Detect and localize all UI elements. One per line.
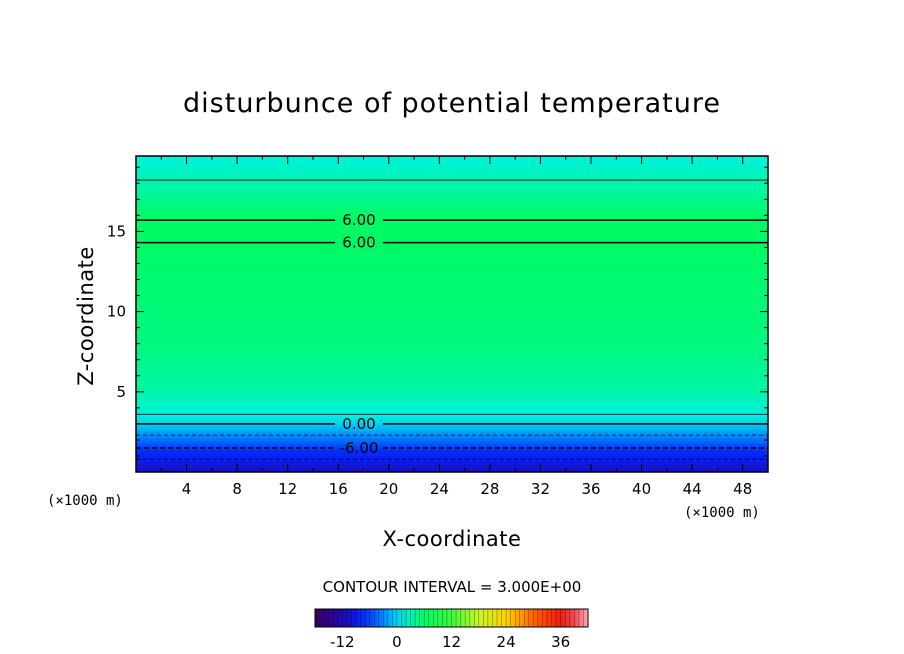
- x-tick-label: 12: [278, 480, 297, 498]
- y-axis-title: Z-coordinate: [74, 246, 98, 386]
- colorbar-tick-label: 0: [392, 633, 402, 651]
- x-tick-label: 32: [531, 480, 550, 498]
- chart-title: disturbunce of potential temperature: [183, 88, 721, 119]
- y-tick-label: 10: [107, 303, 126, 321]
- y-axis-ticks: 5 10 15: [107, 166, 768, 457]
- x-tick-label: 36: [581, 480, 600, 498]
- x-axis-title: X-coordinate: [383, 527, 522, 551]
- colorbar: -12 0 12 24 36: [314, 608, 589, 651]
- colorbar-tick-label: 24: [497, 633, 516, 651]
- colorbar-tick-label: 12: [442, 633, 461, 651]
- x-tick-label: 20: [379, 480, 398, 498]
- contour-lines: 6.00 6.00 0.00 -6.00: [136, 179, 768, 460]
- x-axis-ticks: 4 8 12 16 20 24 28 32 36 40 44 48: [135, 156, 769, 498]
- colorbar-tick-label: 36: [551, 633, 570, 651]
- y-axis-unit: (×1000 m): [47, 493, 123, 509]
- x-tick-label: 44: [683, 480, 702, 498]
- x-axis-unit: (×1000 m): [684, 505, 760, 521]
- plot-frame: [135, 155, 769, 473]
- x-tick-label: 40: [632, 480, 651, 498]
- heatmap-field: [136, 156, 768, 472]
- x-tick-label: 8: [232, 480, 242, 498]
- plot-area: 6.006.000.00-6.00 4 8 12 16 20 24 28 32 36 40 44 48…: [107, 155, 769, 498]
- contour-label: 6.00: [342, 211, 375, 229]
- y-tick-label: 5: [116, 383, 126, 401]
- contour-label: 0.00: [342, 415, 375, 433]
- contour-interval-text: CONTOUR INTERVAL = 3.000E+00: [323, 578, 582, 596]
- x-tick-label: 16: [329, 480, 348, 498]
- x-tick-label: 4: [182, 480, 192, 498]
- x-tick-label: 24: [430, 480, 449, 498]
- colorbar-ticks: -12 0 12 24 36: [330, 633, 570, 651]
- x-tick-label: 48: [733, 480, 752, 498]
- x-tick-label: 28: [480, 480, 499, 498]
- colorbar-tick-label: -12: [330, 633, 355, 651]
- contour-label: 6.00: [342, 234, 375, 252]
- contour-label: -6.00: [340, 439, 379, 457]
- y-tick-label: 15: [107, 222, 126, 240]
- colorbar-divisions: [319, 609, 584, 627]
